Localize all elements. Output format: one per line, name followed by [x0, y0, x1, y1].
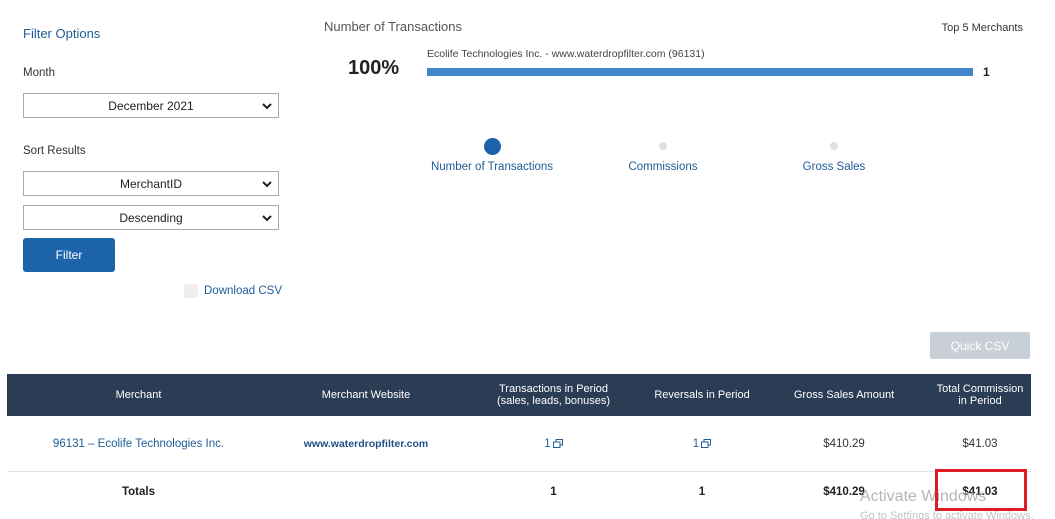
- external-link-icon[interactable]: [552, 438, 563, 448]
- activate-windows-watermark: Activate Windows: [860, 488, 987, 505]
- totals-row: Totals 1 1 $410.29 $41.03: [7, 472, 1031, 512]
- column-header-transactions: Transactions in Period (sales, leads, bo…: [462, 383, 645, 407]
- metric-label[interactable]: Number of Transactions: [430, 161, 554, 173]
- chart-percent: 100%: [348, 57, 400, 79]
- month-select-value: December 2021: [108, 98, 194, 113]
- chevron-down-icon: [262, 215, 272, 222]
- totals-label: Totals: [121, 486, 155, 498]
- transactions-link[interactable]: 1: [462, 438, 645, 450]
- activate-windows-subtext: Go to Settings to activate Windows.: [860, 510, 1034, 519]
- table-header: Merchant Merchant Website Transactions i…: [7, 374, 1031, 416]
- column-header-line: Transactions in Period: [498, 383, 609, 395]
- metric-dot[interactable]: [659, 142, 667, 150]
- metric-dot-active[interactable]: [483, 138, 501, 155]
- column-header-website: Merchant Website: [321, 389, 411, 401]
- metric-gross-sales[interactable]: Gross Sales: [798, 138, 870, 173]
- column-header-line: (sales, leads, bonuses): [496, 395, 611, 407]
- bar-fill: [427, 68, 973, 76]
- column-header-commission: Total Commission in Period: [929, 383, 1031, 407]
- chart-title: Number of Transactions: [324, 19, 463, 34]
- sort-results-label: Sort Results: [23, 145, 86, 157]
- table-row: 96131 – Ecolife Technologies Inc. www.wa…: [7, 416, 1031, 472]
- column-header-line: in Period: [958, 395, 1002, 407]
- gross-sales-cell: $410.29: [823, 437, 865, 450]
- reversals-link[interactable]: 1: [645, 438, 759, 450]
- metric-number-of-transactions[interactable]: Number of Transactions: [430, 138, 554, 173]
- sort-field-select[interactable]: MerchantID: [23, 171, 279, 196]
- column-header-line: Total Commission: [936, 383, 1024, 395]
- download-csv-label[interactable]: Download CSV: [204, 285, 282, 297]
- top-merchants-label: Top 5 Merchants: [941, 22, 1023, 34]
- filter-options-title: Filter Options: [23, 26, 101, 41]
- metric-commissions[interactable]: Commissions: [620, 138, 706, 173]
- bar-category-label: Ecolife Technologies Inc. - www.waterdro…: [427, 48, 705, 60]
- column-header-gross-sales: Gross Sales Amount: [793, 389, 895, 401]
- metric-label[interactable]: Gross Sales: [802, 161, 866, 173]
- commission-cell: $41.03: [962, 437, 998, 450]
- month-select[interactable]: December 2021: [23, 93, 279, 118]
- sort-field-value: MerchantID: [119, 176, 183, 191]
- totals-reversals: 1: [698, 486, 706, 498]
- column-header-reversals: Reversals in Period: [654, 389, 750, 401]
- transactions-value[interactable]: 1: [544, 437, 551, 450]
- totals-commission: $41.03: [962, 486, 998, 498]
- column-header-merchant: Merchant: [115, 389, 162, 401]
- bar-value-label: 1: [983, 65, 990, 79]
- quick-csv-button[interactable]: Quick CSV: [930, 332, 1030, 359]
- download-csv-option[interactable]: Download CSV: [184, 284, 282, 298]
- website-link[interactable]: www.waterdropfilter.com: [303, 437, 429, 450]
- external-link-icon[interactable]: [701, 438, 712, 448]
- bar-track: [427, 68, 973, 76]
- metric-dot[interactable]: [830, 142, 838, 150]
- chevron-down-icon: [262, 181, 272, 188]
- reversals-value[interactable]: 1: [692, 437, 700, 450]
- chevron-down-icon: [262, 103, 272, 110]
- merchant-link[interactable]: 96131 – Ecolife Technologies Inc.: [52, 437, 225, 450]
- merchant-table: Merchant Merchant Website Transactions i…: [7, 374, 1031, 512]
- sort-order-value: Descending: [119, 210, 183, 225]
- totals-transactions: 1: [550, 486, 557, 498]
- highlight-box: [935, 469, 1027, 511]
- month-label: Month: [23, 67, 55, 79]
- download-csv-checkbox[interactable]: [184, 284, 198, 298]
- sort-order-select[interactable]: Descending: [23, 205, 279, 230]
- filter-button[interactable]: Filter: [23, 238, 115, 272]
- totals-gross-sales: $410.29: [823, 486, 865, 498]
- metric-label[interactable]: Commissions: [628, 161, 698, 173]
